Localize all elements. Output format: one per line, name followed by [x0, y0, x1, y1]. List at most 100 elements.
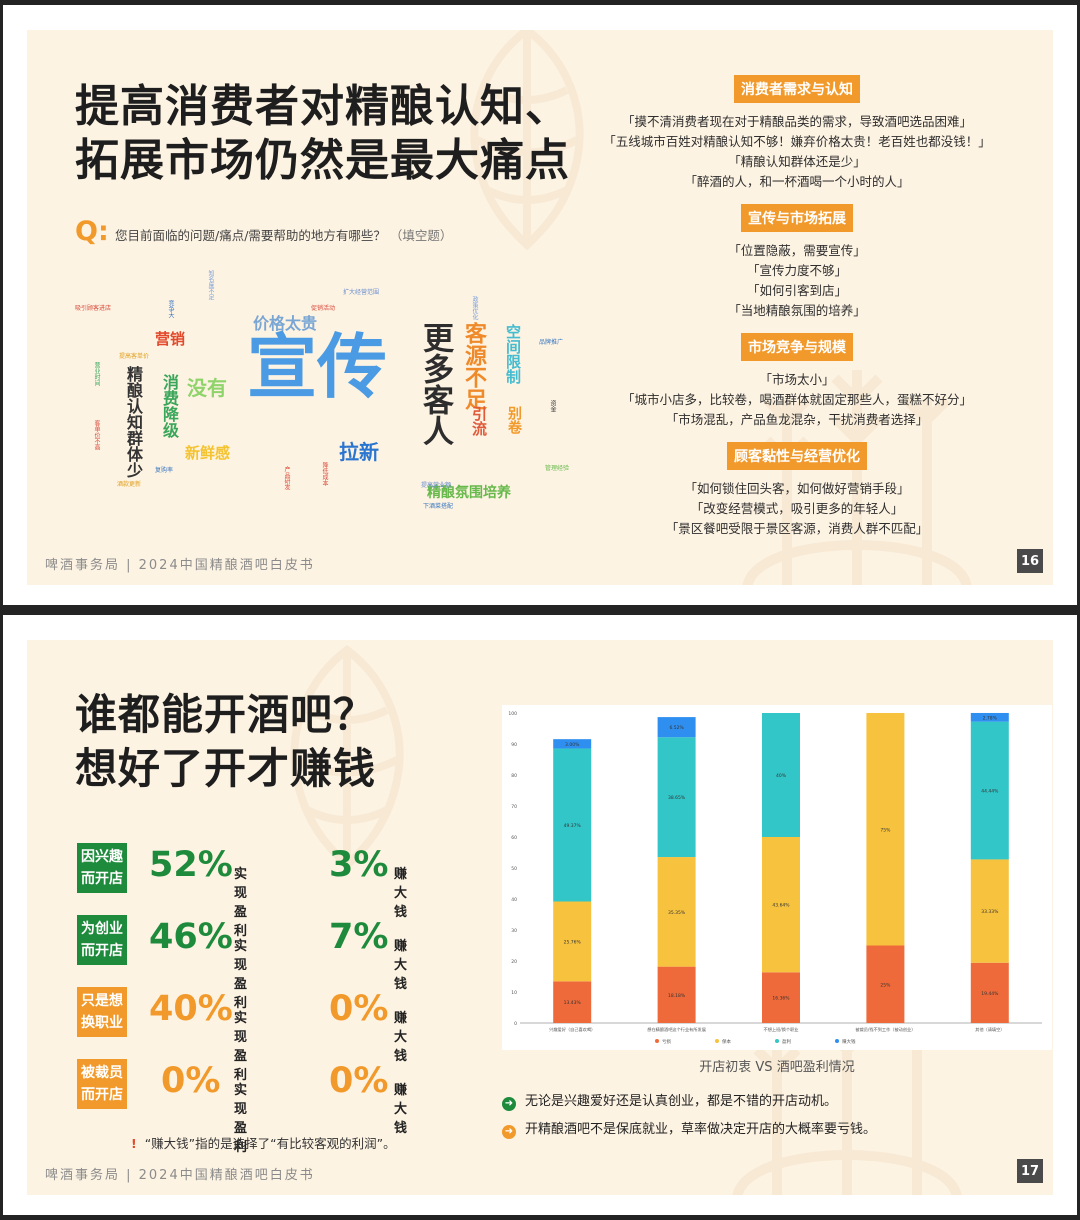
word-meiyou: 没有 — [187, 376, 227, 400]
footnote-text: “赚大钱”指的是选择了“有比较客观的利润”。 — [144, 1136, 396, 1151]
data-label: 40% — [776, 773, 787, 779]
word-tiny: 酒款更新 — [117, 481, 142, 488]
word-laxin: 拉新 — [339, 440, 379, 464]
data-label: 43.64% — [772, 903, 790, 909]
bar-segment — [762, 713, 800, 837]
y-tick-label: 30 — [511, 928, 517, 934]
bar-segment — [553, 748, 592, 902]
question-body: 您目前面临的问题/痛点/需要帮助的地方有哪些？ — [115, 228, 386, 243]
bar-segment — [970, 859, 1009, 963]
data-label: 2.78% — [983, 715, 998, 721]
profit-percent: 52% — [149, 845, 233, 885]
word-tiny: 提高客单价 — [119, 353, 150, 360]
legend-label: 赚大钱 — [842, 1038, 856, 1045]
quote: 「精酿认知群体还是少」 — [728, 154, 866, 169]
category-label: 宣传与市场拓展 — [741, 204, 853, 232]
word-xuanchuan: 宣传 — [247, 326, 387, 408]
profit-label: 实现盈利 — [234, 939, 248, 1011]
word-tiny: 产品研发 — [283, 466, 290, 490]
bar-segment — [657, 857, 696, 967]
data-label: 75% — [880, 827, 891, 833]
rich-percent: 7% — [329, 917, 389, 957]
word-tiny: 降低成本 — [321, 462, 328, 486]
y-tick-label: 100 — [508, 711, 517, 717]
category-block: 消费者需求与认知 「摸不清消费者现在对于精酿品类的需求，导致酒吧选品困难」 「五… — [597, 75, 997, 192]
bar-segment — [657, 717, 696, 738]
footer-text: 啤酒事务局 | 2024中国精酿酒吧白皮书 — [45, 1168, 315, 1183]
quote: 「市场混乱，产品鱼龙混杂，干扰消费者选择」 — [665, 412, 929, 427]
data-label: 3.00% — [565, 742, 580, 748]
x-tick-label: 想在精酿酒吧这个行业有所发展 — [647, 1026, 706, 1033]
data-label: 19.44% — [981, 991, 999, 997]
quote: 「景区餐吧受限于景区客源，消费人群不匹配」 — [665, 521, 929, 536]
word-xiaofei-jiangji: 消费降级 — [160, 374, 179, 438]
motive-tag: 只是想 换职业 — [77, 987, 127, 1037]
pain-point-categories: 消费者需求与认知 「摸不清消费者现在对于精酿品类的需求，导致酒吧选品困难」 「五… — [597, 75, 997, 551]
word-cloud: 宣传 更多客人 客源不足 价格太贵 没有 消费降级 精酿认知群体少 营销 拉新 … — [67, 270, 587, 540]
word-xinxiangan: 新鲜感 — [185, 444, 231, 462]
word-kongjian-xianzhi: 空间限制 — [504, 324, 522, 384]
word-jingniang-renzhi: 精酿认知群体少 — [124, 366, 143, 478]
word-yinliu: 引流 — [470, 406, 488, 436]
word-tiny: 竞争大 — [167, 300, 174, 318]
word-tiny: 品牌推广 — [539, 339, 564, 346]
y-tick-label: 50 — [511, 866, 517, 872]
chart-caption: 开店初衷 VS 酒吧盈利情况 — [699, 1060, 855, 1075]
data-label: 35.35% — [668, 910, 686, 916]
bar-segment — [553, 901, 592, 982]
hop-watermark-icon — [290, 644, 404, 870]
word-keyuan-buzu: 客源不足 — [461, 322, 486, 410]
slide-panel: 谁都能开酒吧？ 想好了开才赚钱 因兴趣 而开店 52% 实现盈利 3% 赚大钱 … — [27, 640, 1053, 1195]
y-tick-label: 70 — [511, 804, 517, 810]
chart-svg: 0 10 20 30 40 50 60 70 80 90 100 13.43% 25.76% 49.37%… — [508, 711, 1042, 1045]
motive-tag-label: 被裁员 而开店 — [81, 1065, 123, 1103]
rich-percent: 0% — [329, 1061, 389, 1101]
word-gengduo-keren: 更多客人 — [417, 322, 453, 446]
bar-segment — [866, 945, 905, 1023]
y-tick-label: 80 — [511, 773, 517, 779]
bar-segment — [970, 721, 1009, 860]
profit-label: 实现盈利 — [234, 1011, 248, 1083]
title-line-2: 拓展市场仍然是最大痛点 — [75, 135, 570, 186]
x-tick-label: 不想上班/换个职业 — [764, 1026, 799, 1033]
data-label: 13.43% — [564, 1000, 582, 1006]
hop-watermark-icon — [470, 30, 584, 250]
data-label: 44.44% — [981, 789, 999, 795]
arrow-right-icon: ➜ — [502, 1125, 516, 1139]
question-type: （填空题） — [389, 228, 453, 243]
y-tick-label: 90 — [511, 742, 517, 748]
conclusion-item: ➜ 无论是兴趣爱好还是认真创业，都是不错的开店动机。 — [502, 1090, 837, 1111]
motive-tag-label: 因兴趣 而开店 — [81, 849, 123, 887]
rich-label: 赚大钱 — [394, 939, 408, 992]
stacked-bar-chart: 0 10 20 30 40 50 60 70 80 90 100 13.43% 25.76% 49.37%… — [502, 705, 1052, 1050]
legend-swatch — [775, 1039, 779, 1043]
legend-label: 盈利 — [782, 1038, 791, 1045]
category-label: 市场竞争与规模 — [741, 333, 853, 361]
page-title: 提高消费者对精酿认知、 拓展市场仍然是最大痛点 — [75, 80, 570, 188]
motive-tag: 因兴趣 而开店 — [77, 843, 127, 893]
y-tick-label: 0 — [514, 1021, 517, 1027]
word-tiny: 客单价不高 — [93, 420, 100, 450]
rich-label: 赚大钱 — [394, 1083, 408, 1136]
quote: 「宣传力度不够」 — [746, 263, 847, 278]
bar-segment — [866, 713, 905, 946]
motive-tag: 为创业 而开店 — [77, 915, 127, 965]
data-label: 25% — [880, 982, 891, 988]
quote: 「五线城市百姓对精酿认知不够！嫌弃价格太贵！老百姓也都没钱！」 — [603, 134, 991, 149]
rich-label: 赚大钱 — [394, 1011, 408, 1064]
bar-segment — [657, 737, 696, 858]
word-tiny: 促销活动 — [311, 305, 336, 312]
data-label: 38.65% — [668, 795, 686, 801]
quote: 「当地精酿氛围的培养」 — [728, 303, 866, 318]
y-tick-label: 60 — [511, 835, 517, 841]
bar-segment — [762, 837, 800, 973]
x-tick-label: 被裁员/找不到工作（被动创业） — [855, 1026, 915, 1033]
rich-label: 赚大钱 — [394, 867, 408, 920]
category-label: 顾客黏性与经营优化 — [727, 442, 867, 470]
question-mark: Q: — [75, 216, 109, 247]
footer-text: 啤酒事务局 | 2024中国精酿酒吧白皮书 — [45, 558, 315, 573]
title-line-1: 谁都能开酒吧？ — [75, 690, 377, 739]
footnote: ! “赚大钱”指的是选择了“有比较客观的利润”。 — [131, 1133, 396, 1152]
legend-label: 保本 — [722, 1038, 731, 1045]
quote: 「改变经营模式，吸引更多的年轻人」 — [690, 501, 904, 516]
